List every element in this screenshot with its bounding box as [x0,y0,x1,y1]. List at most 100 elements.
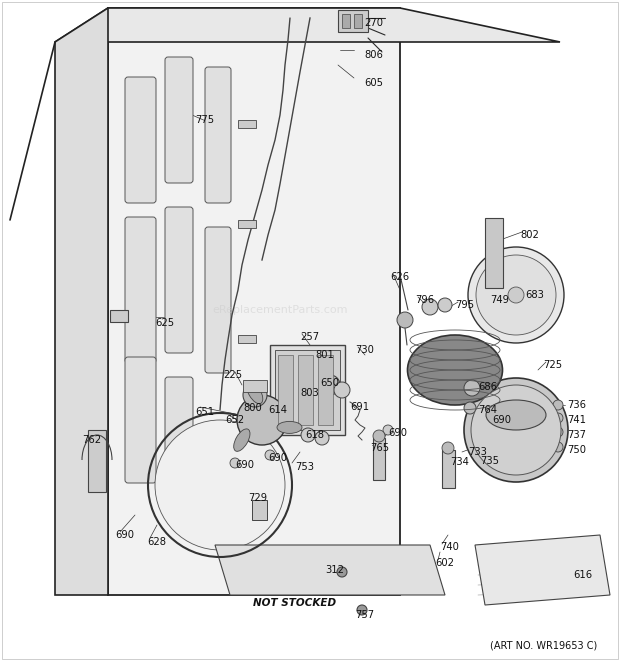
Circle shape [471,385,561,475]
Text: 750: 750 [567,445,586,455]
Text: 775: 775 [195,115,214,125]
Text: 806: 806 [364,50,383,60]
Polygon shape [55,8,560,42]
Text: 625: 625 [155,318,174,328]
Circle shape [473,413,483,423]
Circle shape [442,442,454,454]
Text: 725: 725 [543,360,562,370]
Ellipse shape [234,429,250,451]
Text: NOT STOCKED: NOT STOCKED [254,598,337,608]
Circle shape [155,420,285,550]
Circle shape [301,428,315,442]
Text: 616: 616 [573,570,592,580]
Circle shape [337,567,347,577]
Bar [338,10,368,32]
Text: 618: 618 [305,430,324,440]
Bar [275,350,340,430]
Text: 257: 257 [300,332,319,342]
Text: (ART NO. WR19653 C): (ART NO. WR19653 C) [490,640,597,650]
Text: eReplacementParts.com: eReplacementParts.com [212,305,348,315]
FancyBboxPatch shape [165,207,193,353]
Text: 628: 628 [147,537,166,547]
Text: 652: 652 [225,415,244,425]
Text: 690: 690 [492,415,511,425]
Bar [442,450,455,488]
Circle shape [553,427,563,437]
Bar [252,500,267,520]
Ellipse shape [486,400,546,430]
Circle shape [334,382,350,398]
Circle shape [237,395,287,445]
Bar [318,355,333,425]
Circle shape [383,425,393,435]
Text: 270: 270 [364,18,383,28]
Text: 801: 801 [315,350,334,360]
Circle shape [464,380,480,396]
Text: 683: 683 [525,290,544,300]
Text: 802: 802 [520,230,539,240]
FancyBboxPatch shape [125,357,156,483]
Ellipse shape [247,381,263,404]
Text: 651: 651 [195,407,214,417]
Text: 753: 753 [295,462,314,472]
Bar [485,218,503,288]
Polygon shape [55,8,108,595]
Text: 736: 736 [567,400,586,410]
Bar [238,220,256,228]
Text: 626: 626 [390,272,409,282]
Circle shape [468,247,564,343]
Text: 741: 741 [567,415,586,425]
Text: 614: 614 [268,405,287,415]
Text: 691: 691 [350,402,369,412]
Text: 764: 764 [478,405,497,415]
Text: 803: 803 [300,388,319,398]
Bar [110,310,128,322]
Ellipse shape [277,422,302,434]
Circle shape [553,413,563,423]
Text: 602: 602 [435,558,454,568]
Circle shape [230,458,240,468]
Bar [88,430,106,492]
Circle shape [438,298,452,312]
Circle shape [464,378,568,482]
FancyBboxPatch shape [165,377,193,503]
FancyBboxPatch shape [165,57,193,183]
FancyBboxPatch shape [205,67,231,203]
Polygon shape [108,8,400,595]
Bar [354,14,362,28]
Text: 650: 650 [320,378,339,388]
Circle shape [464,402,476,414]
Bar [243,380,267,392]
Text: 800: 800 [243,403,262,413]
Text: 749: 749 [490,295,509,305]
Text: 690: 690 [388,428,407,438]
FancyBboxPatch shape [125,77,156,203]
FancyBboxPatch shape [205,227,231,373]
Text: 686: 686 [478,382,497,392]
Text: 757: 757 [355,610,374,620]
Circle shape [553,442,563,452]
Text: 734: 734 [450,457,469,467]
Text: 733: 733 [468,447,487,457]
Text: 762: 762 [82,435,101,445]
Text: 737: 737 [567,430,586,440]
Text: 795: 795 [455,300,474,310]
Circle shape [243,383,267,407]
Bar [373,438,385,480]
Circle shape [265,450,275,460]
Bar [278,355,293,425]
Text: 765: 765 [370,443,389,453]
Circle shape [508,287,524,303]
Text: 730: 730 [355,345,374,355]
Bar [238,335,256,343]
Polygon shape [475,535,610,605]
Circle shape [553,400,563,410]
Text: 735: 735 [480,456,499,466]
FancyBboxPatch shape [125,217,156,363]
Bar [298,355,313,425]
Text: 690: 690 [235,460,254,470]
Text: 690: 690 [268,453,287,463]
Text: 796: 796 [415,295,434,305]
Bar [270,345,345,435]
Circle shape [315,431,329,445]
